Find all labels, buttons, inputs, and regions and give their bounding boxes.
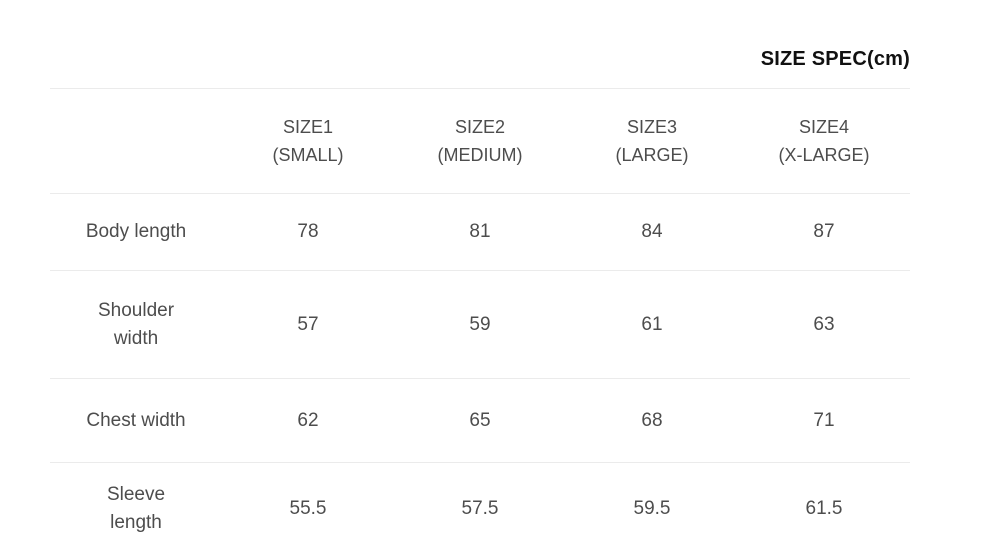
row-label-body-length: Body length: [85, 221, 187, 242]
cell-shoulder-width-size4: 63: [813, 313, 835, 335]
size2-fit: (MEDIUM): [437, 145, 523, 165]
cell-body-length-size1: 78: [297, 221, 319, 242]
size-spec-table: SIZE1 (SMALL) SIZE2 (MEDIUM) SIZE3 (LARG…: [50, 88, 910, 556]
cell-chest-width-size4: 71: [813, 409, 835, 431]
size1-fit: (SMALL): [272, 145, 344, 165]
cell-sleeve-length-size3: 59.5: [633, 498, 671, 520]
column-header-size3: SIZE3 (LARGE): [566, 89, 738, 194]
table-row-chest-width: Chest width 62 65 68 71: [50, 378, 910, 463]
row-label-chest-width: Chest width: [86, 409, 186, 431]
corner-cell: [50, 89, 222, 194]
size3-name: SIZE3: [626, 117, 678, 137]
row-label-shoulder-width: Shoulder width: [97, 299, 175, 349]
cell-shoulder-width-size2: 59: [469, 313, 491, 335]
cell-chest-width-size3: 68: [641, 409, 663, 431]
cell-body-length-size4: 87: [813, 221, 835, 242]
cell-shoulder-width-size3: 61: [641, 313, 663, 335]
cell-chest-width-size2: 65: [469, 409, 491, 431]
row-label-sleeve-length: Sleeve length: [106, 484, 166, 534]
column-header-size2: SIZE2 (MEDIUM): [394, 89, 566, 194]
cell-body-length-size3: 84: [641, 221, 663, 242]
table-row-sleeve-length: Sleeve length 55.5 57.5 59.5 61.5: [50, 462, 910, 556]
size4-name: SIZE4: [798, 117, 850, 137]
page-title: SIZE SPEC(cm): [760, 48, 910, 70]
cell-body-length-size2: 81: [469, 221, 491, 242]
size1-name: SIZE1: [282, 117, 334, 137]
cell-chest-width-size1: 62: [297, 409, 319, 431]
cell-sleeve-length-size1: 55.5: [289, 498, 327, 520]
table-row-shoulder-width: Shoulder width 57 59 61 63: [50, 270, 910, 379]
size2-name: SIZE2: [454, 117, 506, 137]
title-bar: SIZE SPEC(cm): [0, 0, 990, 88]
cell-shoulder-width-size1: 57: [297, 313, 319, 335]
size4-fit: (X-LARGE): [778, 145, 870, 165]
column-header-size4: SIZE4 (X-LARGE): [738, 89, 910, 194]
cell-sleeve-length-size4: 61.5: [805, 498, 843, 520]
column-header-size1: SIZE1 (SMALL): [222, 89, 394, 194]
table-header-row: SIZE1 (SMALL) SIZE2 (MEDIUM) SIZE3 (LARG…: [50, 88, 910, 194]
table-row-body-length: Body length 78 81 84 87: [50, 194, 910, 271]
cell-sleeve-length-size2: 57.5: [461, 498, 499, 520]
size3-fit: (LARGE): [615, 145, 689, 165]
